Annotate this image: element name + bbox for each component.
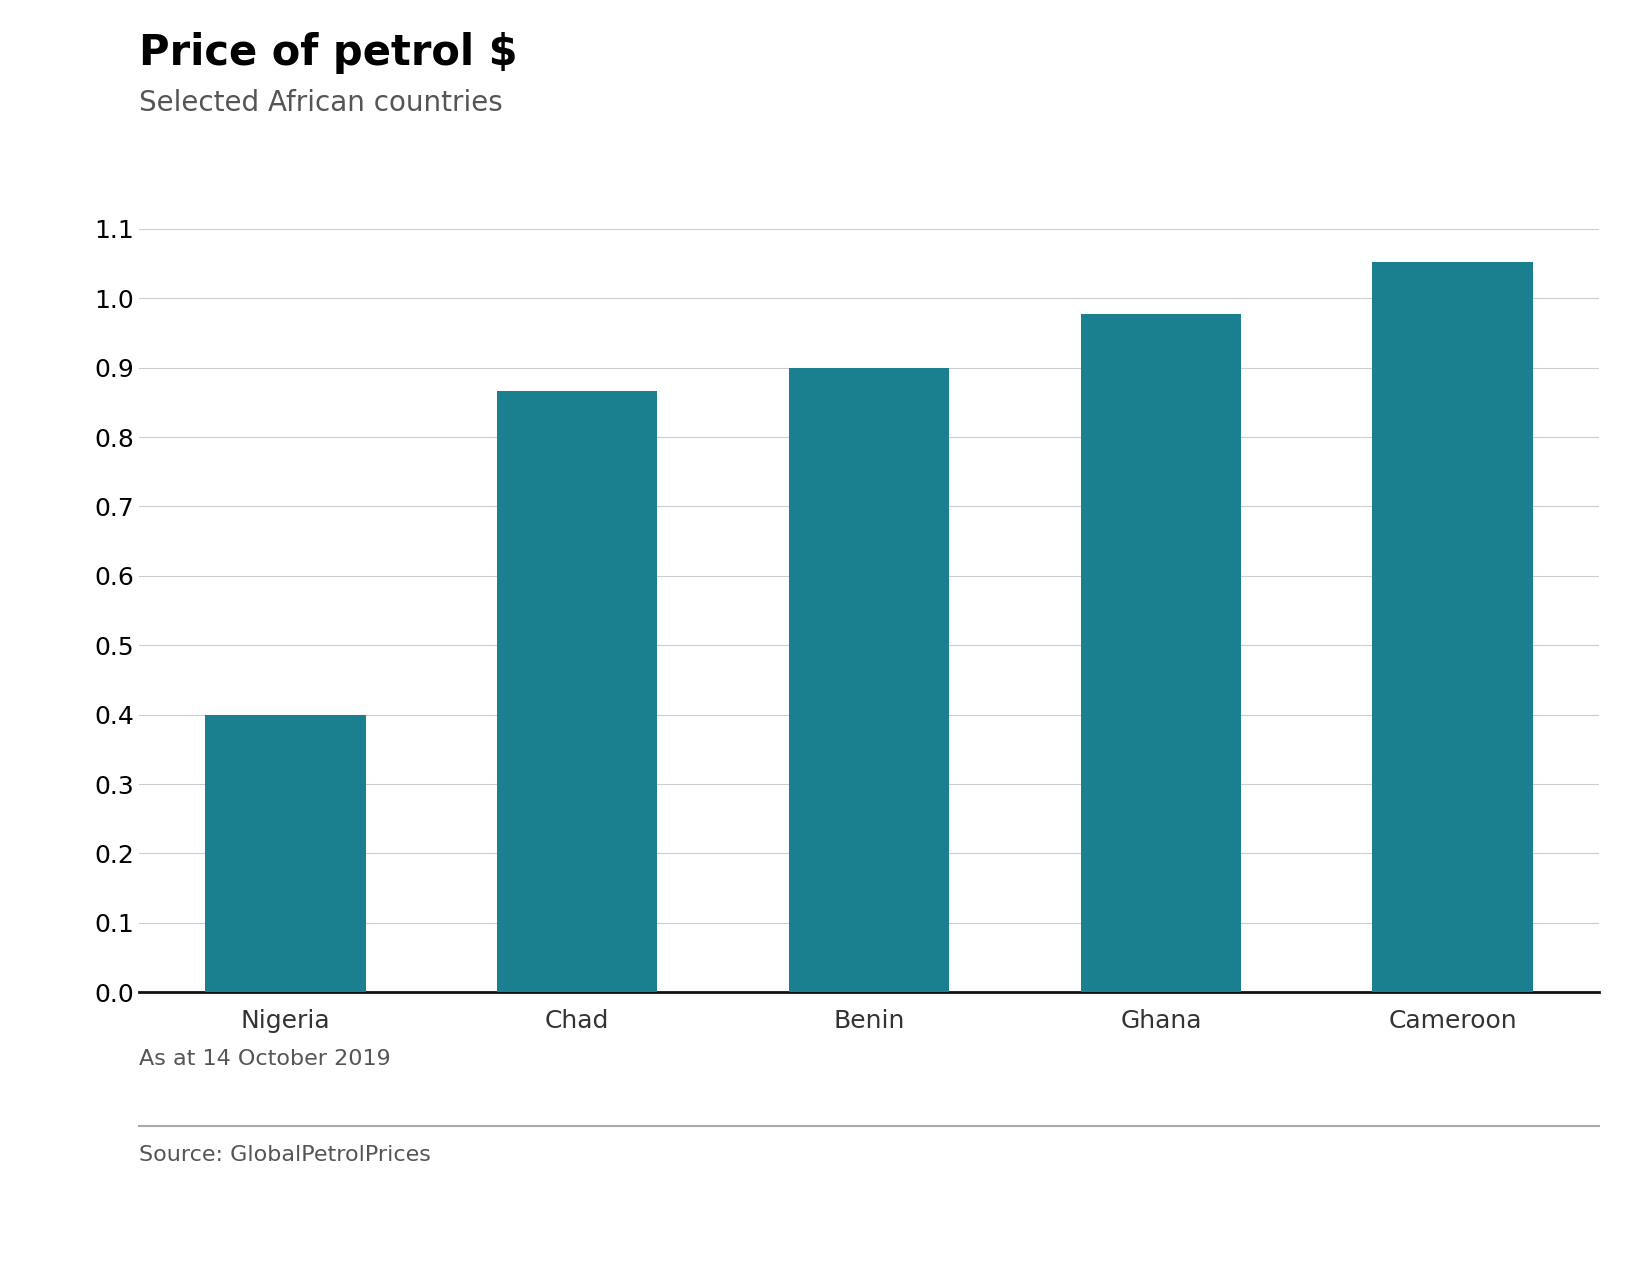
Bar xyxy=(788,368,950,992)
Text: BBC: BBC xyxy=(1524,1192,1573,1211)
Text: Selected African countries: Selected African countries xyxy=(139,89,503,117)
Bar xyxy=(1080,314,1240,992)
Text: Price of petrol $: Price of petrol $ xyxy=(139,32,517,74)
Bar xyxy=(1373,262,1532,992)
Bar xyxy=(206,715,366,992)
Bar xyxy=(498,391,658,992)
Text: As at 14 October 2019: As at 14 October 2019 xyxy=(139,1049,390,1070)
Text: Source: GlobalPetrolPrices: Source: GlobalPetrolPrices xyxy=(139,1145,431,1165)
